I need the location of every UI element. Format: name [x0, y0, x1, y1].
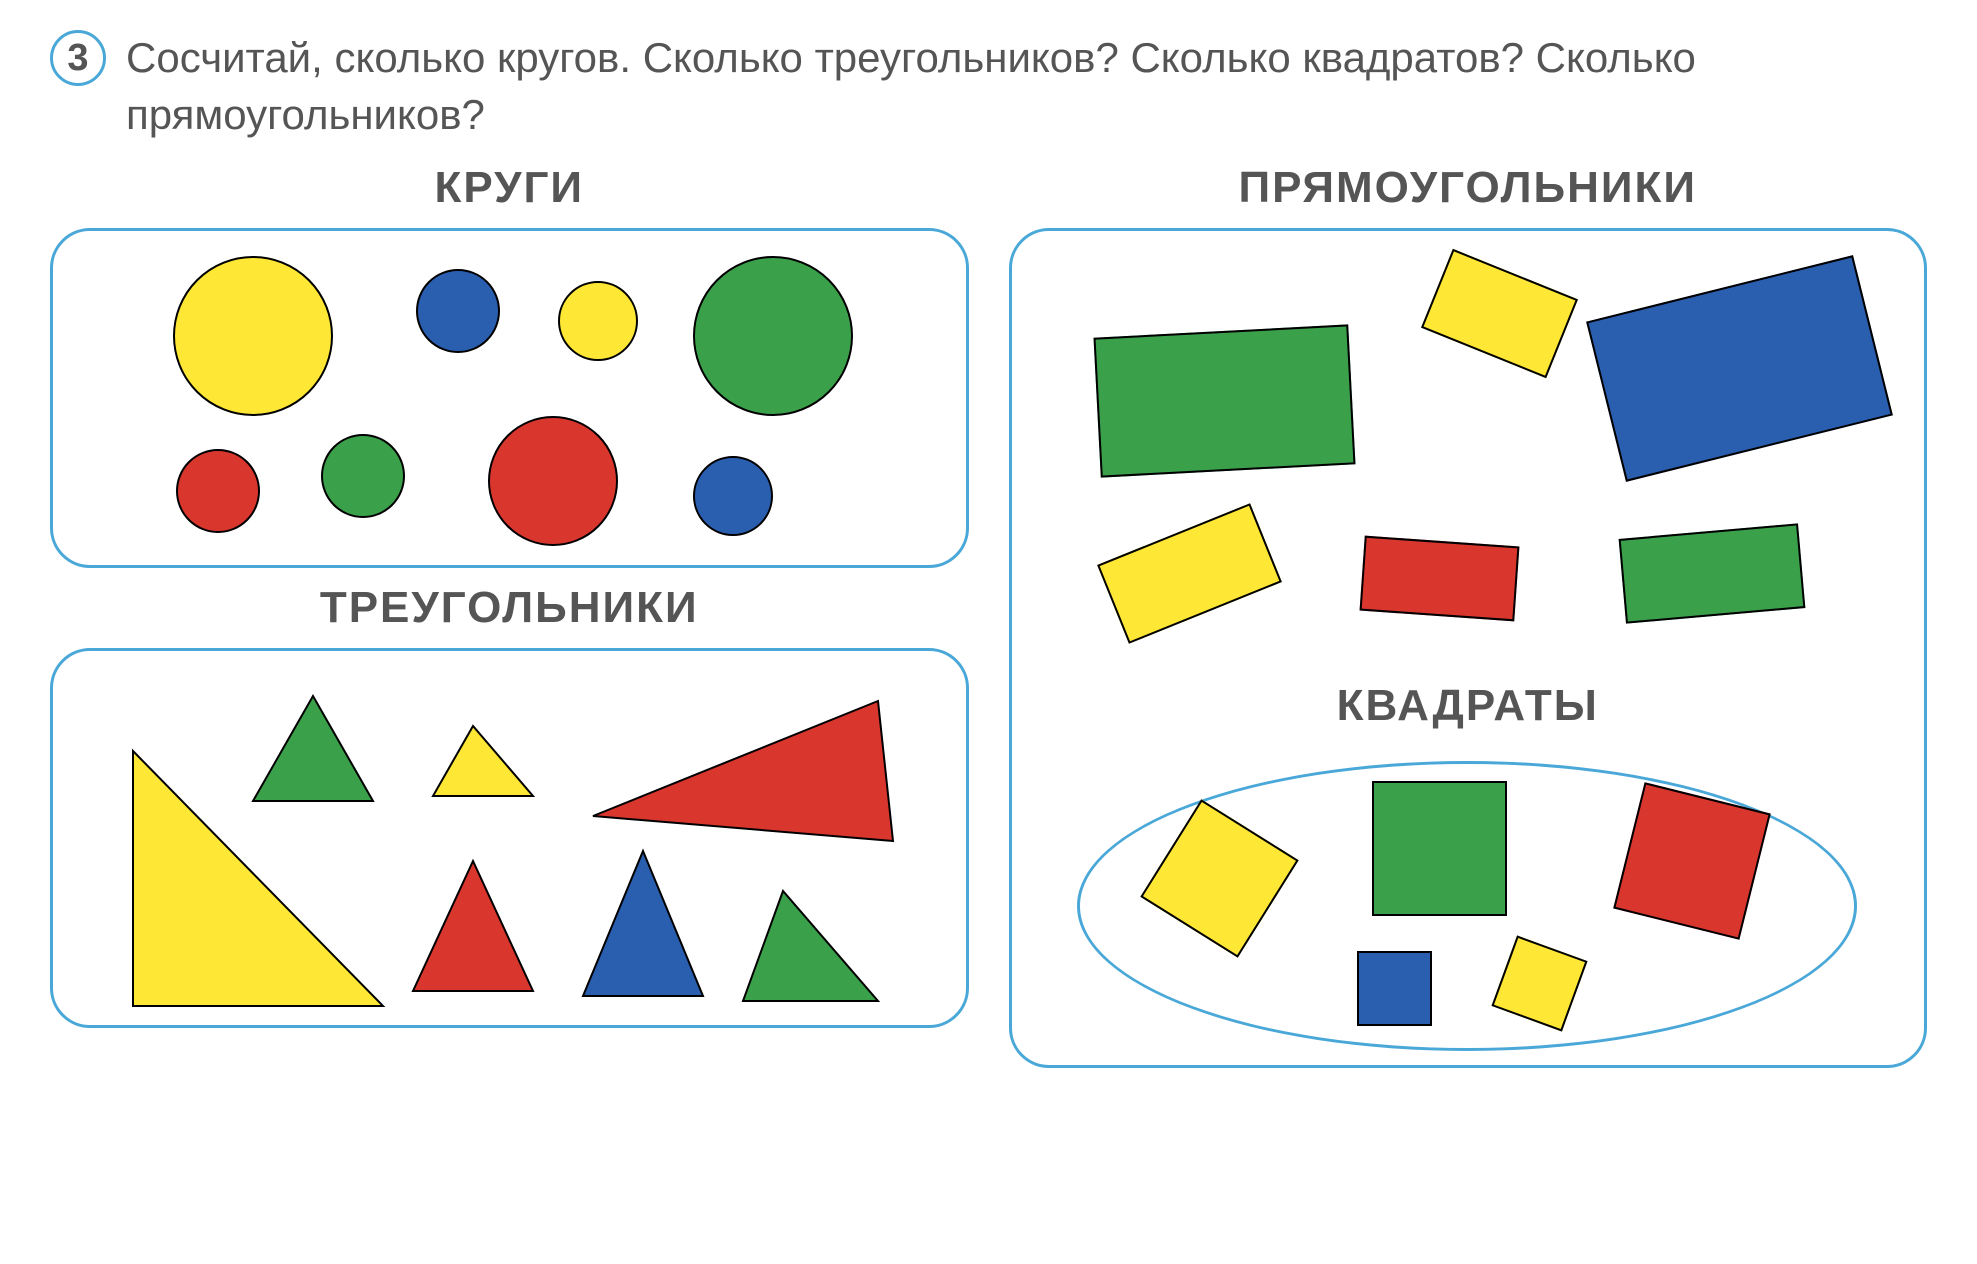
rectangles-panel: КВАДРАТЫ	[1009, 228, 1928, 1068]
circle-shape	[693, 256, 853, 416]
circle-shape	[488, 416, 618, 546]
rectangle-shape	[1586, 256, 1893, 483]
circles-title: КРУГИ	[50, 163, 969, 213]
circles-panel	[50, 228, 969, 568]
squares-title: КВАДРАТЫ	[1012, 681, 1925, 731]
circle-shape	[176, 449, 260, 533]
rectangle-shape	[1359, 536, 1519, 622]
left-column: КРУГИ ТРЕУГОЛЬНИКИ	[50, 163, 969, 1068]
square-shape	[1357, 951, 1432, 1026]
rectangles-title: ПРЯМОУГОЛЬНИКИ	[1009, 163, 1928, 213]
content-grid: КРУГИ ТРЕУГОЛЬНИКИ ПРЯМОУГОЛЬНИКИ КВАДРА…	[50, 163, 1927, 1068]
rectangle-shape	[1093, 325, 1355, 478]
rectangle-shape	[1618, 524, 1805, 624]
circle-shape	[173, 256, 333, 416]
circle-shape	[321, 434, 405, 518]
circle-shape	[416, 269, 500, 353]
rectangle-shape	[1420, 249, 1577, 378]
rectangle-shape	[1097, 504, 1282, 645]
circle-shape	[693, 456, 773, 536]
triangle-shape	[593, 701, 893, 841]
triangle-shape	[583, 851, 703, 996]
instruction-text: Сосчитай, сколько кругов. Сколько треуго…	[126, 30, 1927, 143]
problem-header: 3 Сосчитай, сколько кругов. Сколько треу…	[50, 30, 1927, 143]
triangles-panel	[50, 648, 969, 1028]
square-shape	[1372, 781, 1507, 916]
right-column: ПРЯМОУГОЛЬНИКИ КВАДРАТЫ	[1009, 163, 1928, 1068]
triangles-svg	[53, 651, 966, 1025]
triangles-title: ТРЕУГОЛЬНИКИ	[50, 583, 969, 633]
problem-number-badge: 3	[50, 30, 106, 86]
triangle-shape	[253, 696, 373, 801]
triangle-shape	[413, 861, 533, 991]
triangle-shape	[433, 726, 533, 796]
triangle-shape	[743, 891, 878, 1001]
circle-shape	[558, 281, 638, 361]
